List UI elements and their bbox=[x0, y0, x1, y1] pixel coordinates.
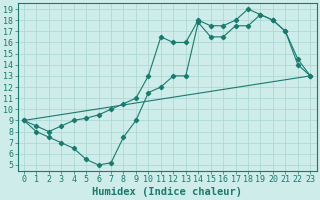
X-axis label: Humidex (Indice chaleur): Humidex (Indice chaleur) bbox=[92, 186, 242, 197]
